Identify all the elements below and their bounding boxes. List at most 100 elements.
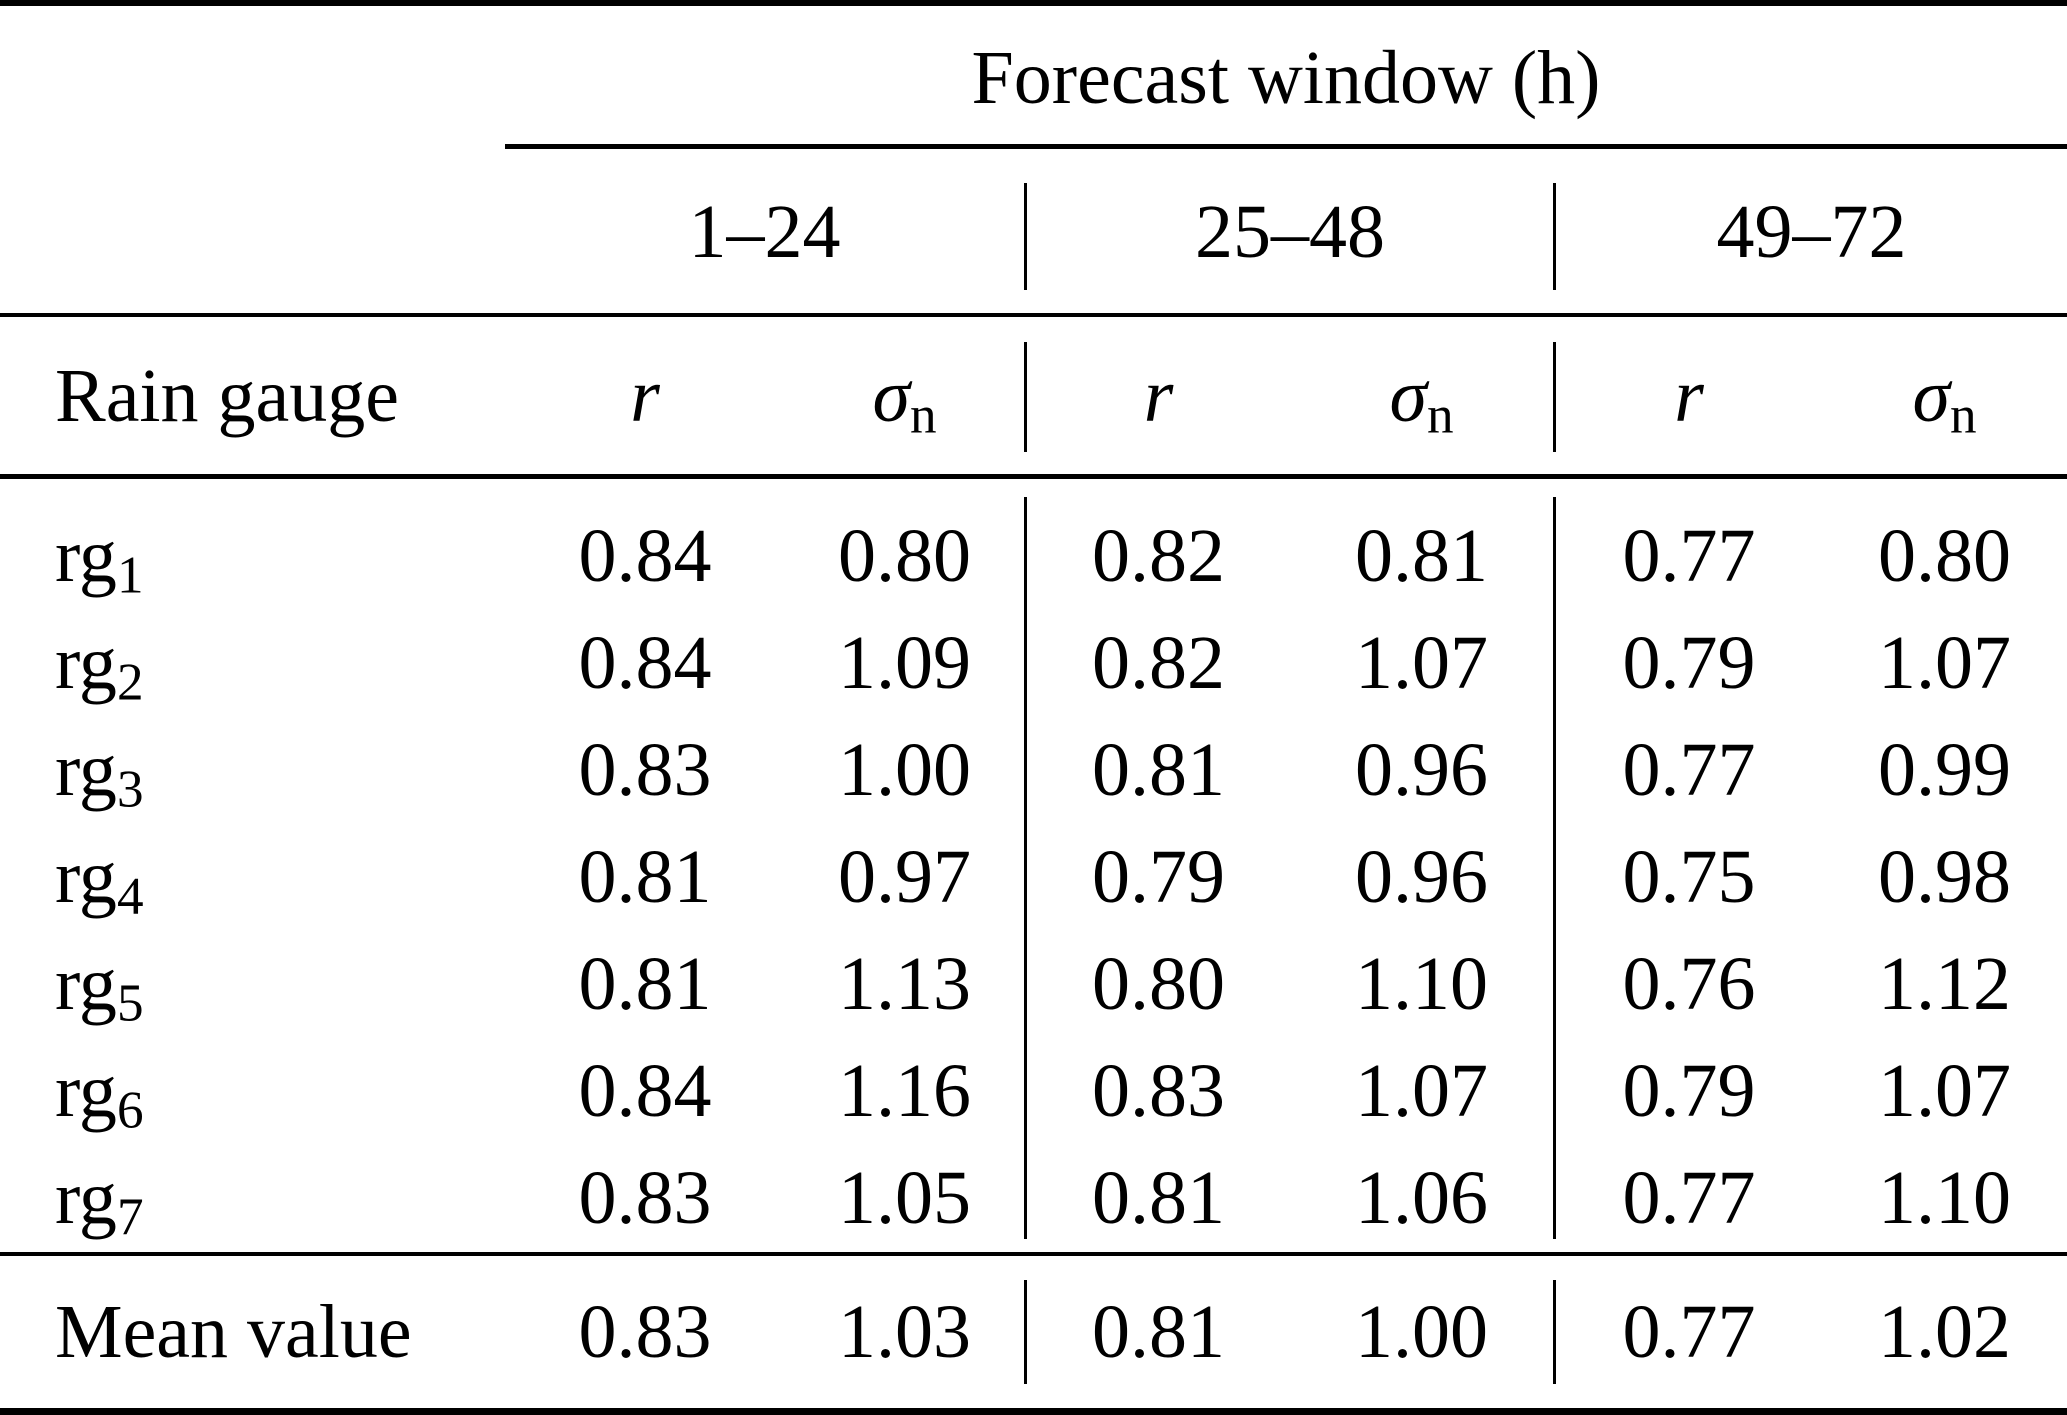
value-cell: 0.80 (1878, 513, 2011, 598)
column-header-row: Rain gauge r σn r σn r σn (0, 318, 2067, 474)
table-row: rg2 0.84 1.09 0.82 1.07 0.79 1.07 (0, 609, 2067, 716)
value-cell: 1.10 (1355, 942, 1488, 1027)
row-label-rg7: rg7 (0, 1160, 505, 1244)
value-cell: 0.83 (1092, 1049, 1225, 1134)
value-cell: 0.84 (578, 1049, 712, 1134)
value-cell: 0.77 (1622, 727, 1756, 812)
sigma-subscript: n (1949, 385, 1977, 445)
header-bottom-rule (0, 474, 2067, 479)
value-cell: 0.83 (578, 727, 712, 812)
value-cell: 1.13 (838, 942, 971, 1027)
value-cell: 0.97 (838, 834, 971, 919)
row-label-rg5: rg5 (0, 946, 505, 1030)
data-rows: rg1 0.84 0.80 0.82 0.81 0.77 0.80 rg2 0.… (0, 502, 2067, 1252)
mean-row-wrap: Mean value 0.83 1.03 0.81 1.00 0.77 1.02 (0, 1256, 2067, 1408)
window-subheader-row: 1–24 25–48 49–72 (0, 150, 2067, 313)
mean-value-cell: 0.83 (578, 1290, 712, 1374)
mean-value-cell: 1.00 (1355, 1290, 1488, 1374)
table-title: Forecast window (h) (971, 36, 1601, 120)
mean-value-cell: 1.03 (838, 1290, 971, 1374)
value-cell: 0.81 (1355, 513, 1488, 598)
gauge-index: 1 (116, 545, 144, 605)
value-cell: 1.07 (1878, 1049, 2011, 1134)
group-separator (1553, 1280, 1556, 1384)
mean-value-cell: 1.02 (1878, 1290, 2011, 1374)
mean-row: Mean value 0.83 1.03 0.81 1.00 0.77 1.02 (0, 1256, 2067, 1408)
value-cell: 1.05 (838, 1156, 971, 1241)
table-row: rg3 0.83 1.00 0.81 0.96 0.77 0.99 (0, 716, 2067, 823)
value-cell: 0.77 (1622, 513, 1756, 598)
row-label-rg2: rg2 (0, 625, 505, 709)
value-cell: 0.82 (1092, 513, 1225, 598)
value-cell: 1.16 (838, 1049, 971, 1134)
col-header-r-3: r (1674, 354, 1704, 438)
subheader-bottom-rule (0, 313, 2067, 317)
value-cell: 0.79 (1622, 1049, 1756, 1134)
value-cell: 0.81 (578, 942, 712, 1027)
table-row: rg1 0.84 0.80 0.82 0.81 0.77 0.80 (0, 502, 2067, 609)
value-cell: 0.75 (1622, 834, 1756, 919)
value-cell: 0.81 (1092, 1156, 1225, 1241)
gauge-index: 7 (116, 1188, 144, 1248)
gauge-name: rg (55, 513, 117, 598)
value-cell: 0.77 (1622, 1156, 1756, 1241)
group-separator (1024, 342, 1027, 452)
gauge-index: 2 (116, 652, 144, 712)
group-separator (1024, 1280, 1027, 1384)
title-underline-rule (505, 144, 2067, 149)
table-row: rg7 0.83 1.05 0.81 1.06 0.77 1.10 (0, 1145, 2067, 1252)
group-separator (1553, 183, 1556, 290)
value-cell: 0.80 (1092, 942, 1225, 1027)
row-label-rg1: rg1 (0, 518, 505, 602)
mean-value-cell: 0.81 (1092, 1290, 1225, 1374)
value-cell: 0.81 (1092, 727, 1225, 812)
value-cell: 0.79 (1622, 620, 1756, 705)
table-row: rg4 0.81 0.97 0.79 0.96 0.75 0.98 (0, 823, 2067, 930)
mean-top-rule (0, 1252, 2067, 1256)
gauge-name: rg (55, 834, 117, 919)
window-label-1-24: 1–24 (688, 189, 841, 274)
value-cell: 0.99 (1878, 727, 2011, 812)
value-cell: 0.76 (1622, 942, 1756, 1027)
gauge-index: 5 (116, 973, 144, 1033)
bottom-rule (0, 1408, 2067, 1415)
gauge-name: rg (55, 942, 117, 1027)
value-cell: 1.07 (1355, 1049, 1488, 1134)
value-cell: 0.98 (1878, 834, 2011, 919)
sigma-subscript: n (1426, 385, 1454, 445)
gauge-index: 6 (116, 1080, 144, 1140)
row-label-rg6: rg6 (0, 1053, 505, 1137)
gauge-name: rg (55, 620, 117, 705)
gauge-name: rg (55, 1156, 117, 1241)
mean-value-cell: 0.77 (1622, 1290, 1756, 1374)
gauge-index: 3 (116, 759, 144, 819)
sigma-symbol: σ (1389, 354, 1427, 438)
gauge-index: 4 (116, 866, 144, 926)
window-label-25-48: 25–48 (1195, 189, 1385, 274)
table-row: rg5 0.81 1.13 0.80 1.10 0.76 1.12 (0, 931, 2067, 1038)
table-row: rg6 0.84 1.16 0.83 1.07 0.79 1.07 (0, 1038, 2067, 1145)
gauge-name: rg (55, 1049, 117, 1134)
col-header-r-1: r (630, 354, 660, 438)
value-cell: 1.07 (1355, 620, 1488, 705)
sigma-subscript: n (909, 385, 937, 445)
value-cell: 1.07 (1878, 620, 2011, 705)
group-separator (1553, 497, 1556, 1239)
row-label-rg4: rg4 (0, 839, 505, 923)
col-header-r-2: r (1143, 354, 1174, 438)
value-cell: 0.96 (1355, 834, 1488, 919)
col-header-sigma-1: σn (785, 358, 1024, 442)
value-cell: 0.79 (1092, 834, 1225, 919)
group-separator (1024, 183, 1027, 290)
value-cell: 1.12 (1878, 942, 2011, 1027)
table-title-row: Forecast window (h) (505, 18, 2067, 138)
value-cell: 0.80 (838, 513, 971, 598)
value-cell: 1.06 (1355, 1156, 1488, 1241)
value-cell: 1.00 (838, 727, 971, 812)
gauge-name: rg (55, 727, 117, 812)
value-cell: 0.96 (1355, 727, 1488, 812)
row-header-label: Rain gauge (55, 354, 400, 438)
mean-row-label: Mean value (55, 1290, 412, 1374)
row-label-rg3: rg3 (0, 732, 505, 816)
